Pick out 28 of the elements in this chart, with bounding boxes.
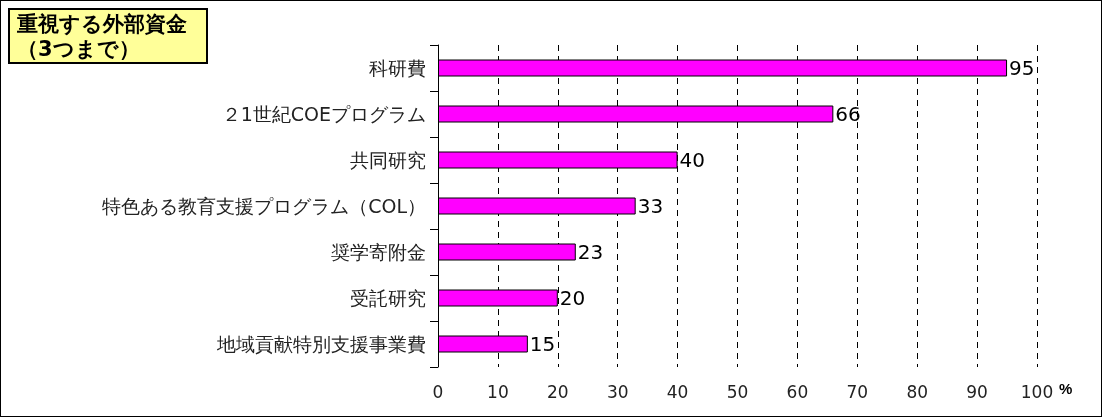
x-tick-label: 90: [966, 381, 988, 402]
y-tick-label: 地域貢献特別支援事業費: [216, 333, 426, 355]
x-tick-label: 0: [432, 381, 444, 402]
data-label: 40: [679, 148, 706, 172]
data-label: 33: [637, 194, 664, 218]
y-tick-label: 共同研究: [350, 149, 426, 171]
x-tick-label: 20: [546, 381, 569, 402]
x-tick-label: 80: [906, 381, 929, 402]
data-label: 23: [577, 240, 604, 264]
y-tick-label: 受託研究: [350, 287, 426, 309]
data-label: 66: [835, 102, 861, 126]
x-tick-label: 30: [606, 381, 629, 402]
y-tick-label: 奨学寄附金: [331, 241, 426, 263]
text: 重視する外部資金: [16, 11, 187, 36]
text: （3つまで）: [17, 36, 140, 61]
x-tick-label: 100: [1020, 381, 1054, 402]
x-tick-label: 60: [786, 381, 809, 402]
x-tick-label: 40: [666, 381, 689, 402]
y-tick-label: ２1世紀COEプログラム: [221, 103, 426, 125]
data-label: 20: [559, 286, 586, 310]
y-tick-label: 特色ある教育支援プログラム（COL）: [102, 195, 426, 217]
x-tick-label: 10: [487, 381, 509, 402]
x-axis-title: %: [1059, 380, 1073, 397]
data-label: 95: [1009, 56, 1035, 80]
y-tick-label: 科研費: [369, 57, 426, 79]
x-tick-label: 70: [846, 381, 869, 402]
x-tick-label: 50: [726, 381, 749, 402]
data-label: 15: [529, 332, 556, 356]
